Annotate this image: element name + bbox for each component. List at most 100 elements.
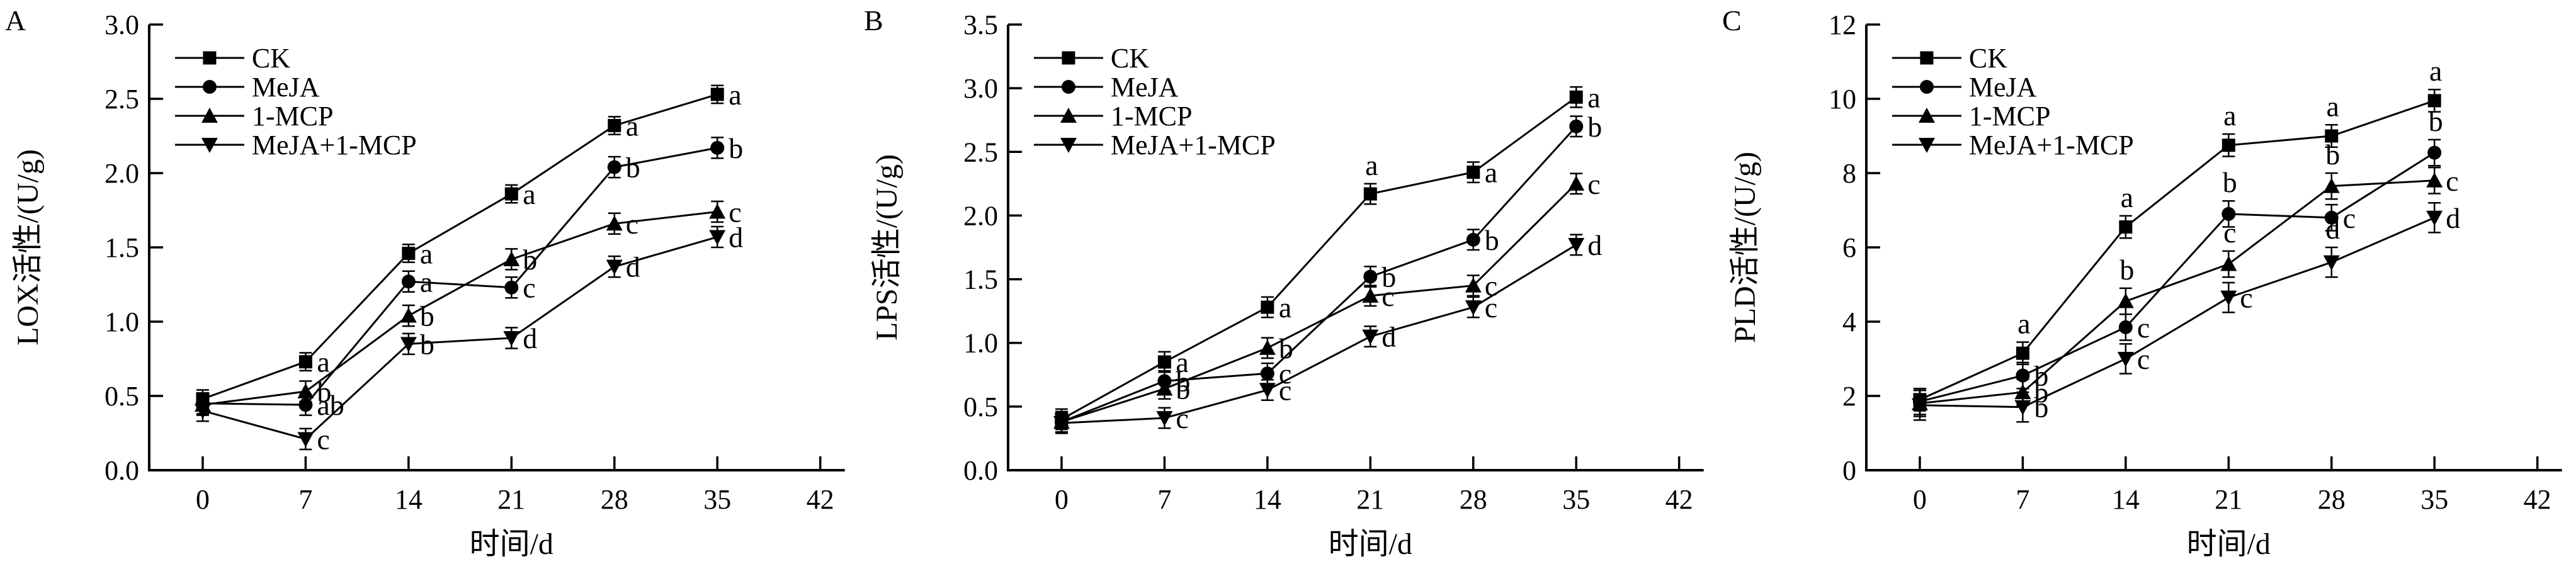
sig-letter: a xyxy=(2327,90,2339,122)
sig-letter: c xyxy=(1382,280,1394,312)
y-tick-label: 0.5 xyxy=(963,392,998,422)
x-tick-label: 28 xyxy=(601,484,628,515)
legend-label: 1-MCP xyxy=(252,101,334,132)
marker-square xyxy=(402,246,416,260)
marker-square xyxy=(2325,129,2339,143)
sig-letter: d xyxy=(523,322,537,354)
marker-triangle-up xyxy=(2324,178,2341,193)
sig-letter: b xyxy=(1587,111,1602,143)
sig-letter: d xyxy=(626,251,640,283)
sig-letter: c xyxy=(2446,165,2459,197)
marker-circle xyxy=(504,280,519,295)
marker-triangle-down xyxy=(2426,210,2443,226)
series-CK: a a a a a xyxy=(1055,81,1600,431)
x-tick-label: 42 xyxy=(1665,484,1693,515)
marker-triangle-down xyxy=(2014,400,2031,415)
marker-triangle-up xyxy=(201,108,218,123)
legend-label: MeJA xyxy=(252,72,320,103)
marker-square xyxy=(2222,138,2236,152)
marker-square xyxy=(2428,94,2442,108)
legend-label: MeJA xyxy=(1111,72,1179,103)
sig-letter: b xyxy=(1176,373,1190,405)
sig-letter: c xyxy=(317,423,329,455)
marker-circle xyxy=(2221,206,2236,221)
panel-letter: B xyxy=(864,4,883,37)
y-axis-title: PLD活性/(U/g) xyxy=(1728,152,1762,343)
x-tick-label: 42 xyxy=(807,484,834,515)
marker-triangle-up xyxy=(1465,277,1482,293)
marker-circle xyxy=(1061,80,1075,94)
marker-triangle-down xyxy=(503,330,520,346)
sig-letter: b xyxy=(1278,332,1293,364)
marker-square xyxy=(203,51,217,65)
sig-letter: b xyxy=(626,152,640,184)
x-axis-title: 时间/d xyxy=(2187,527,2271,561)
marker-triangle-up xyxy=(297,383,314,398)
sig-letter: b xyxy=(2120,254,2135,286)
marker-triangle-up xyxy=(1919,108,1936,123)
x-tick-label: 0 xyxy=(1055,484,1069,515)
x-tick-label: 7 xyxy=(298,484,312,515)
marker-triangle-down xyxy=(709,230,726,245)
marker-triangle-up xyxy=(1060,108,1077,123)
x-tick-label: 35 xyxy=(703,484,731,515)
marker-triangle-down xyxy=(1060,138,1077,153)
sig-letter: a xyxy=(2223,99,2236,132)
marker-square xyxy=(1260,300,1274,314)
marker-triangle-up xyxy=(1259,339,1276,355)
sig-letter: b xyxy=(523,244,537,276)
x-tick-label: 42 xyxy=(2524,484,2551,515)
y-tick-label: 1.0 xyxy=(105,307,139,337)
y-tick-label: 0.0 xyxy=(963,455,998,486)
data-line xyxy=(1919,152,2436,403)
x-tick-label: 14 xyxy=(395,484,423,515)
sig-letter: a xyxy=(523,178,535,210)
data-line xyxy=(1920,179,2435,405)
y-ticks: 0.0 0.5 1.0 1.5 2.0 2.5 3.0 3.5 xyxy=(963,9,1022,486)
x-tick-label: 21 xyxy=(1356,484,1384,515)
y-axis-title: LOX活性/(U/g) xyxy=(11,149,45,346)
sig-letter: c xyxy=(1278,375,1291,407)
x-axis-title: 时间/d xyxy=(1328,527,1412,561)
sig-letter: a xyxy=(626,110,638,142)
legend-label: CK xyxy=(1969,43,2007,74)
marker-triangle-down xyxy=(1567,237,1584,253)
marker-square xyxy=(1363,187,1377,201)
x-tick-label: 7 xyxy=(1157,484,1171,515)
data-line xyxy=(1061,125,1577,423)
y-tick-label: 4 xyxy=(1842,307,1856,337)
y-tick-label: 6 xyxy=(1842,232,1856,263)
sig-letter: b xyxy=(317,376,331,408)
sig-letter: a xyxy=(2121,181,2133,213)
legend-label: CK xyxy=(1111,43,1149,74)
data-line xyxy=(202,147,718,406)
data-line xyxy=(1919,99,2436,401)
marker-triangle-down xyxy=(606,259,623,275)
sig-letter: a xyxy=(1365,149,1378,181)
marker-circle xyxy=(202,80,217,94)
sig-letter: b xyxy=(2034,392,2049,424)
legend-label: 1-MCP xyxy=(1111,101,1193,132)
marker-triangle-down xyxy=(1053,416,1070,432)
marker-circle xyxy=(2427,145,2442,160)
marker-triangle-down xyxy=(400,337,417,352)
y-tick-label: 12 xyxy=(1829,9,1856,40)
marker-circle xyxy=(1260,366,1274,381)
y-tick-label: 3.0 xyxy=(963,73,998,104)
axes xyxy=(1865,25,2562,471)
panel-letter: C xyxy=(1722,4,1742,37)
series-1-MCP: bbc cc xyxy=(1053,168,1600,433)
x-tick-label: 35 xyxy=(1562,484,1590,515)
sig-letter: c xyxy=(2137,343,2150,375)
sig-letter: c xyxy=(1587,168,1600,200)
y-tick-label: 3.5 xyxy=(963,9,998,40)
sig-letter: a xyxy=(420,237,433,269)
sig-letter: a xyxy=(317,346,329,378)
data-line xyxy=(202,210,718,406)
x-tick-label: 28 xyxy=(2318,484,2346,515)
